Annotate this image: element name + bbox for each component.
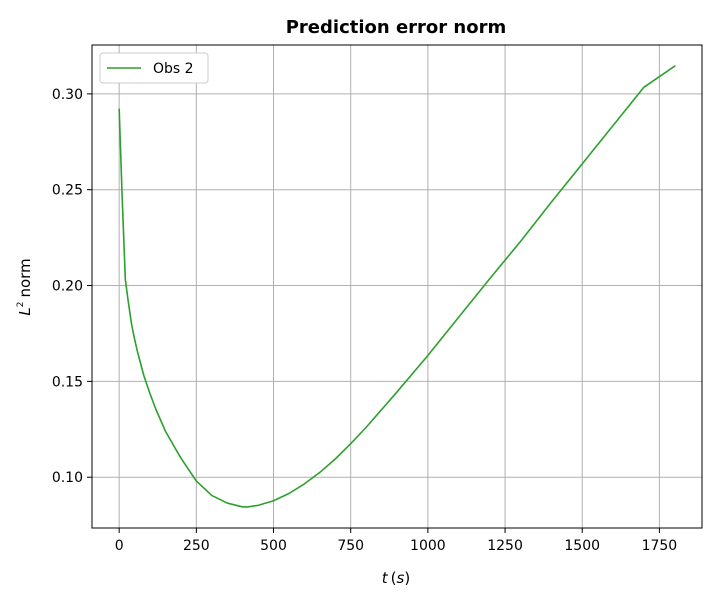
x-axis-unit-close: ): [404, 569, 410, 587]
x-tick-label: 250: [183, 538, 210, 554]
y-axis-label-superscript: 2: [16, 302, 26, 308]
x-axis-label: t (s): [382, 569, 410, 587]
x-tick-label: 750: [337, 538, 364, 554]
x-tick-label: 0: [115, 538, 124, 554]
x-axis-unit-open: (: [391, 569, 397, 587]
legend-box: [99, 52, 209, 84]
chart-title: Prediction error norm: [286, 17, 507, 38]
x-axis-unit: s: [397, 569, 405, 587]
y-tick-label: 0.15: [52, 374, 83, 390]
y-tick-label: 0.25: [52, 183, 83, 199]
series-line-obs-2: [118, 65, 676, 508]
svg-text:L2norm: L2 norm: [16, 258, 34, 315]
x-tick-label: 500: [260, 538, 287, 554]
y-tick-label: 0.20: [52, 279, 83, 295]
plot-area: [92, 45, 702, 528]
x-tick-label: 1500: [564, 538, 600, 554]
x-tick-label: 1750: [642, 538, 678, 554]
x-axis: 0 250 500 750 1000 1250 1500 1750: [115, 528, 678, 554]
y-axis-label-text: norm: [16, 258, 34, 297]
x-axis-variable: t: [382, 569, 389, 587]
y-tick-label: 0.30: [52, 87, 83, 103]
y-axis-label: L2 norm: [16, 258, 34, 315]
legend-label-obs-2: Obs 2: [153, 61, 194, 77]
y-tick-label: 0.10: [52, 470, 83, 486]
y-axis: 0.10 0.15 0.20 0.25 0.30: [52, 87, 92, 486]
legend: Obs 2: [99, 52, 209, 84]
axes-frame: [91, 44, 703, 529]
y-axis-label-base: L: [16, 307, 34, 315]
series-layer: [118, 65, 676, 508]
x-tick-label: 1250: [487, 538, 523, 554]
x-tick-label: 1000: [410, 538, 446, 554]
